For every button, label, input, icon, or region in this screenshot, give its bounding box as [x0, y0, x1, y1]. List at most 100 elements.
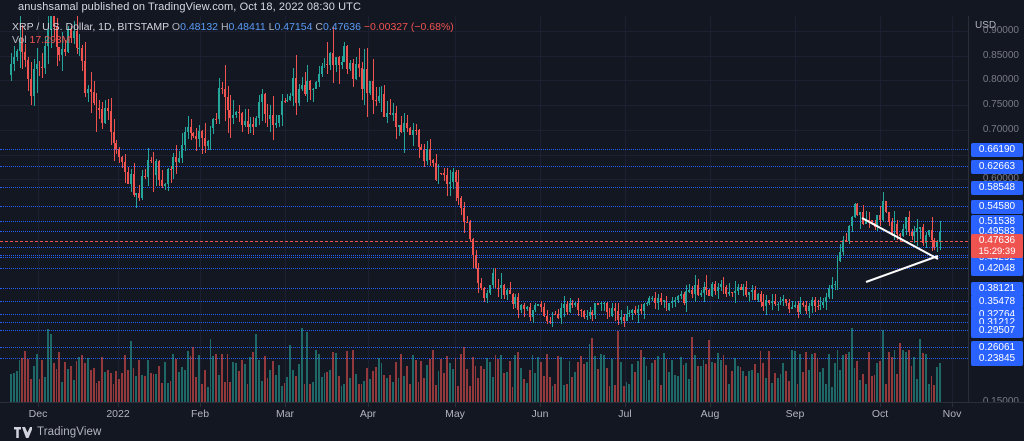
candle-wick: [743, 284, 745, 297]
candle-wick: [136, 193, 138, 209]
price-level-label[interactable]: 0.26061: [971, 341, 1023, 356]
candle-body: [286, 100, 289, 102]
candle-body: [634, 309, 637, 314]
price-level-label[interactable]: 0.29507: [971, 324, 1023, 339]
candle-body: [574, 303, 577, 306]
tradingview-logo[interactable]: TradingView: [14, 426, 101, 438]
volume-bar: [27, 359, 29, 402]
time-axis[interactable]: Dec 2022 Feb Mar Apr May Jun Jul Aug Sep Oct Nov: [0, 402, 1024, 425]
candle-body: [608, 311, 611, 316]
volume-bar: [232, 361, 235, 402]
candle-body: [825, 296, 827, 303]
volume-bar: [383, 375, 386, 402]
candle-body: [269, 114, 272, 120]
candle-body: [172, 156, 175, 170]
candle-body: [816, 305, 819, 307]
price-level-label[interactable]: 0.58548: [971, 180, 1023, 195]
candle-body: [483, 288, 485, 298]
candle-body: [135, 193, 138, 196]
candle-body: [902, 229, 904, 236]
candle-wick: [794, 301, 796, 309]
price-axis[interactable]: USD 0.90000 0.85000 0.80000 0.75000 0.70000 0…: [968, 16, 1024, 402]
volume-bar: [169, 380, 172, 402]
price-level-label[interactable]: 0.42048: [971, 262, 1023, 277]
volume-bar: [257, 359, 260, 402]
time-axis-label: May: [445, 408, 465, 420]
volume-bar: [611, 359, 614, 402]
volume-bar: [35, 353, 38, 402]
candle-wick: [276, 114, 277, 128]
volume-bar: [155, 373, 158, 402]
chart-pane[interactable]: XRP / U.S. Dollar, 1D, BITSTAMP O0.48132…: [0, 16, 968, 402]
volume-bar: [591, 338, 594, 402]
volume-bar: [10, 374, 12, 402]
volume-bar: [146, 360, 149, 402]
volume-bar: [115, 370, 118, 402]
gridline-vertical: [540, 16, 541, 402]
price-level-line: [0, 255, 968, 257]
symmetrical-triangle-drawing[interactable]: [0, 16, 968, 402]
volume-bar: [939, 363, 941, 402]
candle-wick: [834, 280, 836, 290]
price-level-label[interactable]: 0.66190: [971, 142, 1023, 157]
candle-body: [215, 119, 218, 121]
gridline-horizontal: [0, 105, 968, 107]
volume-bar: [648, 379, 651, 402]
candle-body: [411, 129, 414, 135]
volume-bar: [89, 370, 92, 402]
volume-bar: [329, 369, 332, 402]
price-level-label[interactable]: 0.23845: [971, 352, 1023, 367]
candle-body: [218, 88, 220, 120]
candle-body: [904, 217, 907, 230]
volume-bar: [887, 352, 890, 402]
price-level-label[interactable]: 0.38121: [971, 281, 1023, 296]
volume-bar: [893, 350, 896, 402]
gridline-vertical: [710, 16, 711, 402]
candle-body: [565, 304, 568, 313]
volume-bar: [503, 373, 505, 402]
candle-body: [827, 288, 830, 297]
candle-body: [571, 302, 574, 306]
candle-wick: [415, 124, 417, 135]
candle-wick: [626, 306, 628, 322]
volume-bar: [238, 371, 240, 402]
volume-bar: [78, 357, 81, 402]
candle-body: [232, 114, 235, 118]
volume-bar: [602, 355, 605, 402]
price-level-label[interactable]: 0.62663: [971, 160, 1023, 175]
current-price-label[interactable]: 0.47636 15:29:39: [971, 233, 1023, 258]
volume-bar: [49, 334, 52, 402]
volume-bar: [884, 383, 887, 402]
candle-body: [326, 63, 329, 66]
volume-bar: [44, 376, 47, 402]
volume-bar: [417, 381, 420, 402]
candle-body: [508, 290, 511, 295]
candle-body: [525, 306, 528, 309]
candle-body: [47, 30, 49, 46]
candle-body: [665, 300, 668, 310]
time-axis-tick: [368, 403, 369, 407]
candle-body: [557, 313, 560, 319]
candle-body: [41, 66, 44, 69]
volume-bar: [810, 354, 813, 402]
candle-body: [545, 315, 548, 321]
volume-bar: [528, 369, 531, 402]
candle-body: [477, 267, 480, 283]
candle-body: [520, 304, 523, 310]
candle-body: [887, 212, 890, 222]
volume-bar: [300, 328, 303, 402]
candle-body: [799, 302, 802, 312]
volume-bar: [625, 381, 628, 402]
volume-bar: [92, 368, 95, 402]
volume-bar: [802, 371, 805, 402]
candle-body: [72, 30, 75, 39]
candle-body: [75, 30, 78, 49]
price-level-label[interactable]: 0.54580: [971, 200, 1023, 215]
candle-body: [220, 88, 223, 90]
candle-body: [896, 224, 899, 234]
price-level-label[interactable]: 0.35478: [971, 294, 1023, 309]
volume-bar: [277, 364, 280, 402]
candle-body: [873, 223, 876, 228]
candle-body: [907, 217, 910, 233]
candle-body: [417, 130, 420, 148]
